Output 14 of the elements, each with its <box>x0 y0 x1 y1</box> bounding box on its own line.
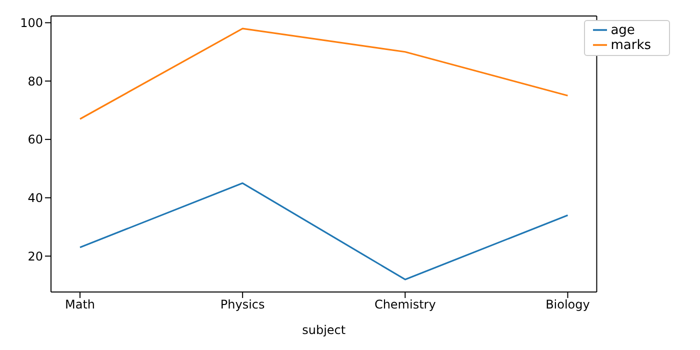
legend-label: age <box>610 23 635 38</box>
x-tick-label: Math <box>64 298 96 312</box>
y-tick-label: 60 <box>28 132 43 147</box>
x-axis-title: subject <box>302 323 346 337</box>
y-tick-label: 100 <box>20 16 43 30</box>
x-tick-label: Chemistry <box>374 298 436 312</box>
y-tick-label: 80 <box>28 74 43 88</box>
legend-label: marks <box>610 38 651 53</box>
line-series <box>79 28 569 120</box>
x-tick-label: Physics <box>220 298 265 312</box>
x-tick-label: Biology <box>546 298 590 312</box>
y-tick-label: 40 <box>28 191 43 206</box>
y-tick-label: 20 <box>28 249 43 264</box>
line-series <box>79 182 569 280</box>
